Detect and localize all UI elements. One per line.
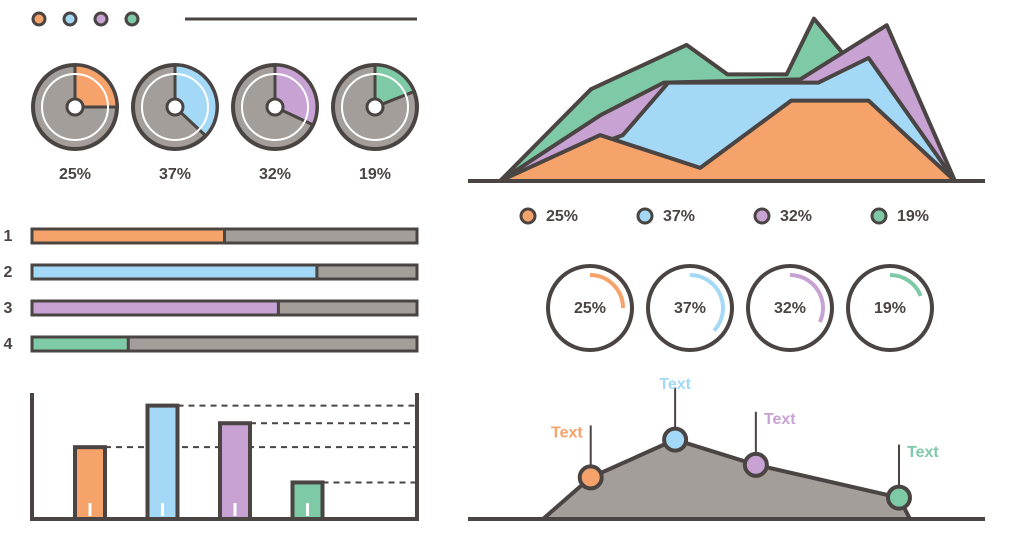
legend-label: 25% — [546, 208, 578, 225]
ring-arc — [589, 273, 625, 309]
bar — [33, 230, 225, 242]
pie-ring — [141, 73, 209, 141]
bar-category: 3 — [4, 300, 13, 317]
pie-label: 37% — [159, 166, 191, 183]
annotation-label: Text — [764, 411, 796, 428]
bar-category: 1 — [4, 228, 13, 245]
bar — [33, 266, 317, 278]
dot — [31, 11, 47, 27]
ring-label: 19% — [874, 300, 906, 317]
pie-label: 25% — [59, 166, 91, 183]
dot — [93, 11, 109, 27]
ring-arc — [689, 273, 725, 332]
legend-swatch — [753, 207, 771, 225]
ring-arc — [889, 273, 923, 297]
bar — [145, 403, 180, 522]
point-marker — [577, 464, 604, 491]
pie-hub — [165, 97, 185, 117]
bar — [33, 302, 279, 314]
legend-swatch — [870, 207, 888, 225]
legend-swatch — [636, 207, 654, 225]
point-marker — [742, 451, 769, 478]
pie-ring — [241, 73, 309, 141]
legend-swatch — [519, 207, 537, 225]
ring-outline — [646, 264, 734, 352]
pie-hub — [265, 97, 285, 117]
pie-ring — [341, 73, 409, 141]
legend-label: 32% — [780, 208, 812, 225]
annotation-label: Text — [907, 444, 939, 461]
pie-hub — [365, 97, 385, 117]
point-marker — [662, 426, 689, 453]
ring-outline — [846, 264, 934, 352]
bar-category: 2 — [4, 264, 13, 281]
ring-outline — [546, 264, 634, 352]
pie-hub — [65, 97, 85, 117]
annotation-label: Text — [551, 425, 583, 442]
ring-label: 32% — [774, 300, 806, 317]
ring-label: 25% — [574, 300, 606, 317]
legend-label: 37% — [663, 208, 695, 225]
point-marker — [885, 484, 912, 511]
bar-category: 4 — [4, 336, 13, 353]
ring-arc — [789, 273, 825, 323]
pie-label: 19% — [359, 166, 391, 183]
ring-outline — [746, 264, 834, 352]
annotation-label: Text — [659, 376, 691, 393]
pie-label: 32% — [259, 166, 291, 183]
legend-label: 19% — [897, 208, 929, 225]
ring-label: 37% — [674, 300, 706, 317]
dot — [62, 11, 78, 27]
bar — [33, 338, 129, 350]
header-decoration — [31, 11, 417, 27]
pie-ring — [41, 73, 109, 141]
dot — [124, 11, 140, 27]
pie-slice — [273, 63, 319, 127]
